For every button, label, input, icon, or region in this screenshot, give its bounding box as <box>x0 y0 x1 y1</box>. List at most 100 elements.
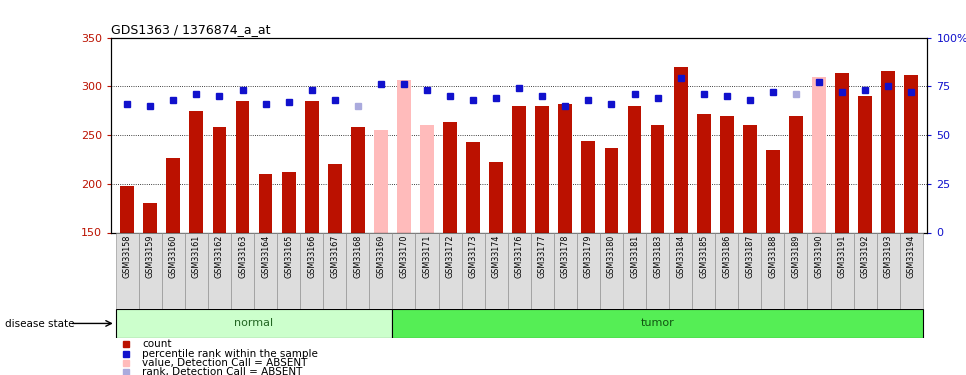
Bar <box>231 232 254 309</box>
Text: GSM33167: GSM33167 <box>330 235 339 278</box>
Bar <box>116 232 139 309</box>
Text: GSM33194: GSM33194 <box>907 235 916 278</box>
Bar <box>582 141 595 232</box>
Text: GSM33180: GSM33180 <box>607 235 616 278</box>
Bar <box>899 232 923 309</box>
Bar <box>554 232 577 309</box>
Bar <box>116 309 392 338</box>
Text: GSM33165: GSM33165 <box>284 235 293 278</box>
Text: GSM33179: GSM33179 <box>583 235 593 278</box>
Text: GSM33171: GSM33171 <box>422 235 432 278</box>
Text: GSM33159: GSM33159 <box>146 235 155 278</box>
Bar <box>259 174 272 232</box>
Bar <box>881 70 895 232</box>
Text: GSM33162: GSM33162 <box>215 235 224 278</box>
Bar <box>143 203 157 232</box>
Bar <box>831 232 854 309</box>
Bar <box>646 232 669 309</box>
Bar <box>346 232 369 309</box>
Bar <box>743 125 756 232</box>
Bar <box>397 80 411 232</box>
Bar <box>369 232 392 309</box>
Bar <box>535 106 550 232</box>
Text: percentile rank within the sample: percentile rank within the sample <box>142 349 318 358</box>
Text: GSM33181: GSM33181 <box>630 235 639 278</box>
Text: GSM33172: GSM33172 <box>445 235 455 278</box>
Bar <box>669 232 693 309</box>
Bar <box>351 127 365 232</box>
Bar <box>789 116 803 232</box>
Bar <box>693 232 715 309</box>
Text: GSM33185: GSM33185 <box>699 235 708 278</box>
Bar <box>236 101 249 232</box>
Bar <box>673 67 688 232</box>
Bar <box>577 232 600 309</box>
Bar <box>530 232 554 309</box>
Bar <box>462 232 485 309</box>
Bar <box>761 232 784 309</box>
Bar <box>282 172 296 232</box>
Bar <box>415 232 439 309</box>
Text: GSM33186: GSM33186 <box>723 235 731 278</box>
Bar <box>443 122 457 232</box>
Bar <box>277 232 300 309</box>
Text: GSM33190: GSM33190 <box>814 235 823 278</box>
Bar <box>858 96 872 232</box>
Bar <box>876 232 899 309</box>
Text: GSM33163: GSM33163 <box>238 235 247 278</box>
Bar <box>185 232 208 309</box>
Text: GSM33189: GSM33189 <box>791 235 801 278</box>
Text: GSM33174: GSM33174 <box>492 235 500 278</box>
Bar <box>720 116 733 232</box>
Bar <box>392 309 923 338</box>
Text: GSM33187: GSM33187 <box>746 235 754 278</box>
Bar <box>696 114 711 232</box>
Text: GSM33178: GSM33178 <box>561 235 570 278</box>
Text: count: count <box>142 339 172 349</box>
Bar <box>189 111 203 232</box>
Text: GSM33176: GSM33176 <box>515 235 524 278</box>
Bar <box>208 232 231 309</box>
Bar <box>738 232 761 309</box>
Text: GSM33184: GSM33184 <box>676 235 685 278</box>
Bar <box>836 73 849 232</box>
Text: GSM33161: GSM33161 <box>192 235 201 278</box>
Text: GSM33192: GSM33192 <box>861 235 869 278</box>
Bar <box>324 232 346 309</box>
Text: GSM33158: GSM33158 <box>123 235 131 278</box>
Bar <box>854 232 876 309</box>
Bar <box>254 232 277 309</box>
Bar <box>784 232 808 309</box>
Text: GSM33164: GSM33164 <box>261 235 270 278</box>
Bar <box>766 150 780 232</box>
Bar <box>327 164 342 232</box>
Text: GSM33183: GSM33183 <box>653 235 662 278</box>
Bar <box>605 148 618 232</box>
Bar <box>558 104 572 232</box>
Text: GSM33193: GSM33193 <box>884 235 893 278</box>
Text: GSM33168: GSM33168 <box>354 235 362 278</box>
Text: GSM33173: GSM33173 <box>469 235 477 278</box>
Bar <box>485 232 508 309</box>
Bar <box>374 130 387 232</box>
Bar <box>305 101 319 232</box>
Bar <box>166 158 181 232</box>
Text: value, Detection Call = ABSENT: value, Detection Call = ABSENT <box>142 358 307 368</box>
Text: GSM33191: GSM33191 <box>838 235 846 278</box>
Text: GSM33170: GSM33170 <box>399 235 409 278</box>
Bar <box>420 125 434 232</box>
Text: normal: normal <box>235 318 273 328</box>
Bar <box>600 232 623 309</box>
Bar <box>489 162 503 232</box>
Bar <box>139 232 162 309</box>
Bar <box>467 142 480 232</box>
Text: GSM33160: GSM33160 <box>169 235 178 278</box>
Bar <box>213 127 226 232</box>
Bar <box>651 125 665 232</box>
Bar <box>300 232 324 309</box>
Text: GSM33188: GSM33188 <box>768 235 778 278</box>
Bar <box>439 232 462 309</box>
Text: tumor: tumor <box>640 318 674 328</box>
Text: GSM33177: GSM33177 <box>538 235 547 278</box>
Bar <box>623 232 646 309</box>
